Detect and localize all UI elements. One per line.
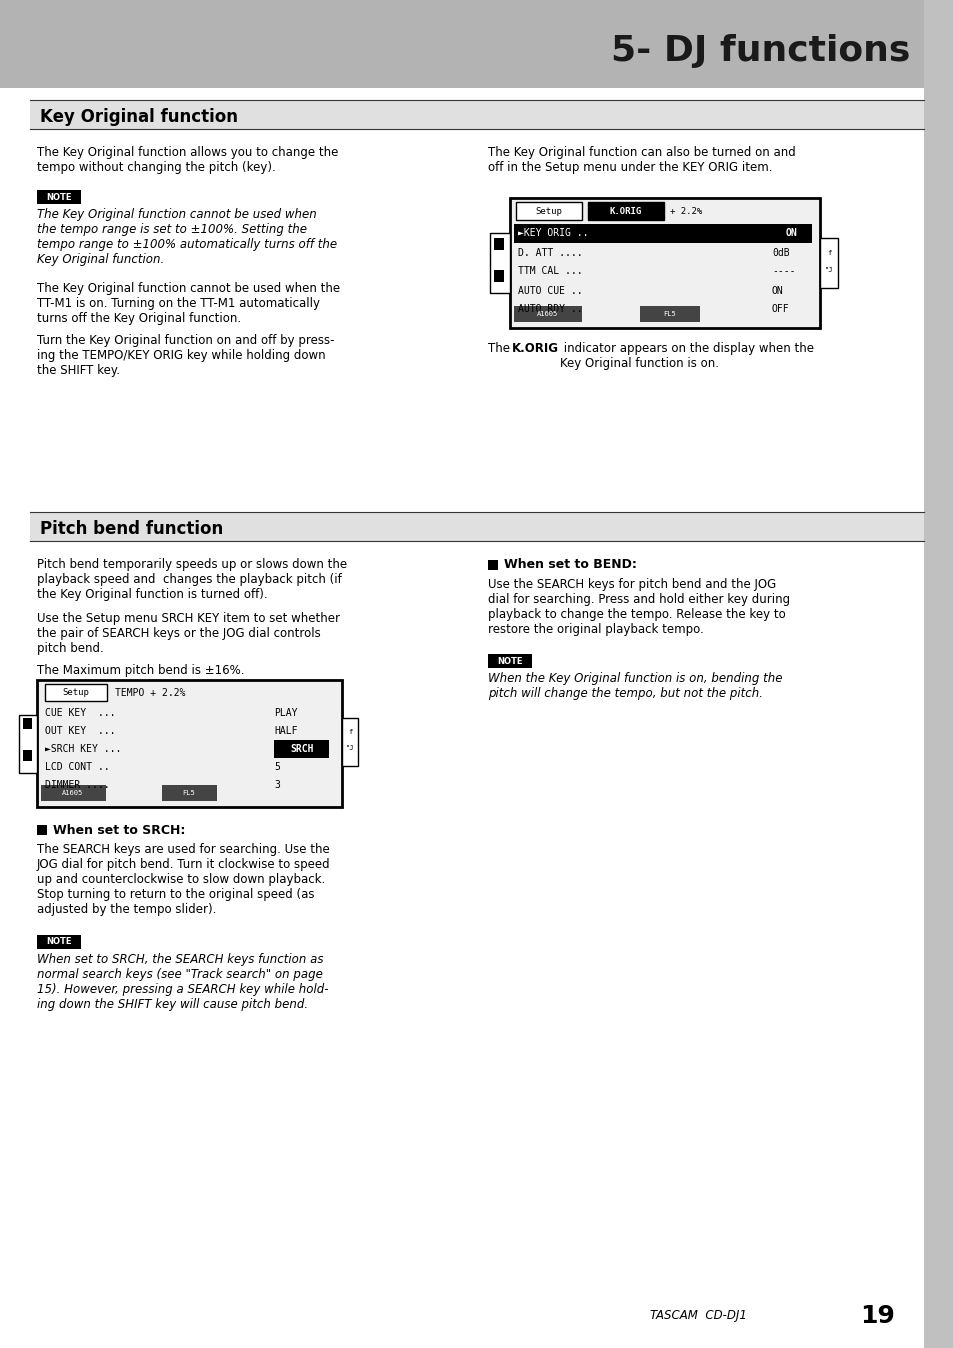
Bar: [514, 224, 773, 243]
Text: FL5: FL5: [182, 790, 195, 797]
Bar: [488, 559, 497, 570]
Text: LCD CONT ..: LCD CONT ..: [45, 762, 115, 772]
Text: K.ORIG: K.ORIG: [609, 206, 641, 216]
Text: "J: "J: [824, 267, 832, 274]
Text: 0dB: 0dB: [771, 248, 789, 257]
Text: Use the Setup menu SRCH KEY item to set whether
the pair of SEARCH keys or the J: Use the Setup menu SRCH KEY item to set …: [37, 612, 339, 655]
Text: + 2.2%: + 2.2%: [669, 206, 701, 216]
Text: A1605: A1605: [62, 790, 84, 797]
Bar: [41, 785, 106, 801]
Text: The Key Original function cannot be used when the
TT-M1 is on. Turning on the TT: The Key Original function cannot be used…: [37, 282, 340, 325]
Text: Pitch bend temporarily speeds up or slows down the
playback speed and  changes t: Pitch bend temporarily speeds up or slow…: [37, 558, 347, 601]
Text: The SEARCH keys are used for searching. Use the
JOG dial for pitch bend. Turn it: The SEARCH keys are used for searching. …: [37, 842, 331, 917]
Bar: [37, 936, 81, 949]
Text: When set to SRCH, the SEARCH keys function as
normal search keys (see "Track sea: When set to SRCH, the SEARCH keys functi…: [37, 953, 328, 1011]
Text: NOTE: NOTE: [46, 193, 71, 201]
Text: f: f: [826, 249, 830, 256]
Bar: [923, 0, 953, 1348]
Text: NOTE: NOTE: [497, 656, 522, 666]
Bar: [162, 785, 216, 801]
Text: When set to BEND:: When set to BEND:: [503, 558, 637, 572]
Text: DIMMER ....: DIMMER ....: [45, 780, 115, 790]
Text: Pitch bend function: Pitch bend function: [40, 520, 223, 538]
Text: f: f: [348, 729, 352, 735]
Text: ►KEY ORIG ..: ►KEY ORIG ..: [517, 229, 594, 239]
Text: 3: 3: [274, 780, 279, 790]
Text: AUTO CUE ..: AUTO CUE ..: [517, 286, 594, 295]
Text: TEMPO + 2.2%: TEMPO + 2.2%: [115, 687, 185, 697]
Text: "J: "J: [345, 745, 354, 751]
Text: A1605: A1605: [537, 311, 558, 317]
Bar: [37, 679, 341, 807]
Bar: [23, 749, 32, 762]
Text: K.ORIG: K.ORIG: [512, 342, 558, 355]
Text: ON: ON: [785, 229, 797, 239]
Bar: [274, 740, 329, 758]
Text: Setup: Setup: [63, 687, 90, 697]
Text: The Maximum pitch bend is ±16%.: The Maximum pitch bend is ±16%.: [37, 665, 244, 677]
Text: SRCH: SRCH: [290, 744, 314, 754]
Bar: [771, 224, 811, 243]
Text: 19: 19: [859, 1304, 894, 1328]
Bar: [514, 306, 581, 322]
Text: TASCAM  CD-DJ1: TASCAM CD-DJ1: [649, 1309, 746, 1322]
Bar: [820, 239, 837, 288]
Bar: [587, 202, 663, 220]
Text: 5- DJ functions: 5- DJ functions: [610, 34, 909, 67]
Text: AUTO RDY ..: AUTO RDY ..: [517, 305, 594, 314]
Text: PLAY: PLAY: [274, 708, 297, 718]
Bar: [45, 683, 107, 701]
Text: Key Original function: Key Original function: [40, 108, 237, 125]
Bar: [37, 190, 81, 204]
Bar: [490, 233, 510, 293]
Text: ----: ----: [771, 267, 795, 276]
Text: 5: 5: [274, 762, 279, 772]
Text: TTM CAL ...: TTM CAL ...: [517, 267, 594, 276]
Text: The Key Original function cannot be used when
the tempo range is set to ±100%. S: The Key Original function cannot be used…: [37, 208, 336, 266]
Text: Setup: Setup: [535, 206, 562, 216]
Text: OFF: OFF: [771, 305, 789, 314]
Bar: [30, 514, 923, 541]
Bar: [494, 270, 503, 282]
Bar: [19, 714, 37, 772]
Bar: [0, 0, 953, 88]
Bar: [37, 825, 47, 834]
Text: The: The: [488, 342, 514, 355]
Text: FL5: FL5: [663, 311, 676, 317]
Text: The Key Original function can also be turned on and
off in the Setup menu under : The Key Original function can also be tu…: [488, 146, 795, 174]
Text: HALF: HALF: [274, 727, 297, 736]
Bar: [488, 654, 532, 669]
Text: D. ATT ....: D. ATT ....: [517, 248, 594, 257]
Bar: [516, 202, 581, 220]
Text: The Key Original function allows you to change the
tempo without changing the pi: The Key Original function allows you to …: [37, 146, 338, 174]
Bar: [341, 718, 357, 766]
Text: When the Key Original function is on, bending the
pitch will change the tempo, b: When the Key Original function is on, be…: [488, 673, 781, 700]
Bar: [639, 306, 700, 322]
Bar: [30, 101, 923, 129]
Text: OUT KEY  ...: OUT KEY ...: [45, 727, 115, 736]
Text: NOTE: NOTE: [46, 937, 71, 946]
Text: ►SRCH KEY ...: ►SRCH KEY ...: [45, 744, 121, 754]
Text: indicator appears on the display when the
Key Original function is on.: indicator appears on the display when th…: [559, 342, 813, 369]
Bar: [494, 239, 503, 249]
Text: Use the SEARCH keys for pitch bend and the JOG
dial for searching. Press and hol: Use the SEARCH keys for pitch bend and t…: [488, 578, 789, 636]
Text: Turn the Key Original function on and off by press-
ing the TEMPO/KEY ORIG key w: Turn the Key Original function on and of…: [37, 334, 335, 377]
Text: CUE KEY  ...: CUE KEY ...: [45, 708, 115, 718]
Bar: [23, 718, 32, 729]
Text: When set to SRCH:: When set to SRCH:: [53, 824, 185, 837]
Text: ON: ON: [771, 286, 783, 295]
Bar: [510, 198, 820, 328]
